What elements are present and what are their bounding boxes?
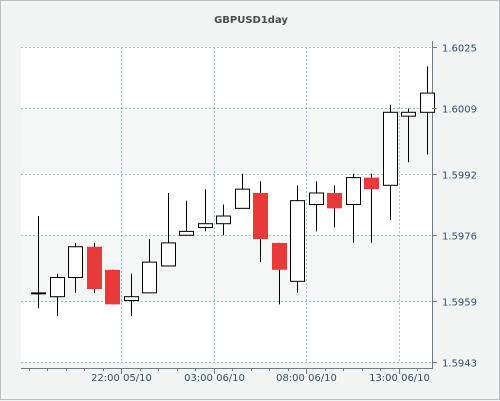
candle-body-up	[216, 215, 231, 225]
candles	[31, 66, 435, 316]
candle	[31, 216, 46, 309]
candle-body-up	[401, 111, 416, 117]
y-axis-ticks: 1.6025 1.6009 1.5992 1.5976 1.5959 1.5943	[432, 44, 477, 370]
candle-body-down	[105, 269, 120, 305]
candle	[290, 185, 305, 293]
background-band	[21, 47, 432, 109]
candle	[383, 104, 398, 220]
candle-body-up	[235, 188, 250, 209]
candle-body-up	[309, 192, 324, 206]
y-tick-label: 1.6025	[442, 44, 477, 55]
x-tick-label: 13:00 06/10	[369, 373, 430, 384]
grid-lines	[21, 47, 432, 363]
candle-body-down	[87, 246, 102, 290]
candle-body-up	[50, 276, 65, 298]
y-tick-label: 1.5943	[442, 359, 477, 370]
candle	[216, 204, 231, 236]
candle-body-down	[327, 192, 342, 209]
candle	[68, 242, 83, 293]
candle	[142, 239, 157, 294]
background-bands	[21, 47, 432, 362]
candle-body-up	[420, 92, 435, 113]
candle	[364, 173, 379, 243]
candle	[235, 173, 250, 209]
candle-body-up	[31, 292, 46, 295]
background-band	[21, 300, 432, 362]
candle	[309, 181, 324, 232]
chart-title: GBPUSD1day	[214, 15, 288, 26]
candle	[124, 273, 139, 316]
candle	[346, 173, 361, 243]
candle	[401, 108, 416, 163]
candle-body-up	[346, 177, 361, 205]
candle-body-down	[253, 192, 268, 240]
x-tick-label: 22:00 05/10	[91, 373, 152, 384]
candle	[161, 192, 176, 267]
candle	[327, 185, 342, 228]
candle	[50, 273, 65, 316]
candle-body-down	[364, 177, 379, 190]
candle-body-up	[142, 261, 157, 294]
candle	[420, 66, 435, 155]
candle-body-up	[290, 200, 305, 282]
candle	[87, 242, 102, 293]
candle-body-up	[179, 230, 194, 236]
candle	[198, 189, 213, 232]
candle	[272, 242, 287, 305]
candle-body-up	[124, 296, 139, 302]
candle-body-up	[383, 111, 398, 186]
candle-body-up	[198, 223, 213, 229]
candle	[105, 269, 120, 305]
y-tick-label: 1.6009	[442, 105, 477, 116]
y-tick-label: 1.5959	[442, 298, 477, 309]
y-tick-label: 1.5976	[442, 232, 477, 243]
x-tick-label: 08:00 06/10	[276, 373, 337, 384]
candle-body-up	[68, 246, 83, 278]
candle	[253, 181, 268, 263]
candle-body-up	[161, 242, 176, 267]
candle-body-down	[272, 242, 287, 270]
candle	[179, 200, 194, 236]
x-tick-label: 03:00 06/10	[184, 373, 245, 384]
y-tick-label: 1.5992	[442, 171, 477, 182]
background-band	[21, 173, 432, 236]
x-axis-ticks: 22:00 05/10 03:00 06/10 08:00 06/10 13:00 0…	[29, 368, 430, 384]
